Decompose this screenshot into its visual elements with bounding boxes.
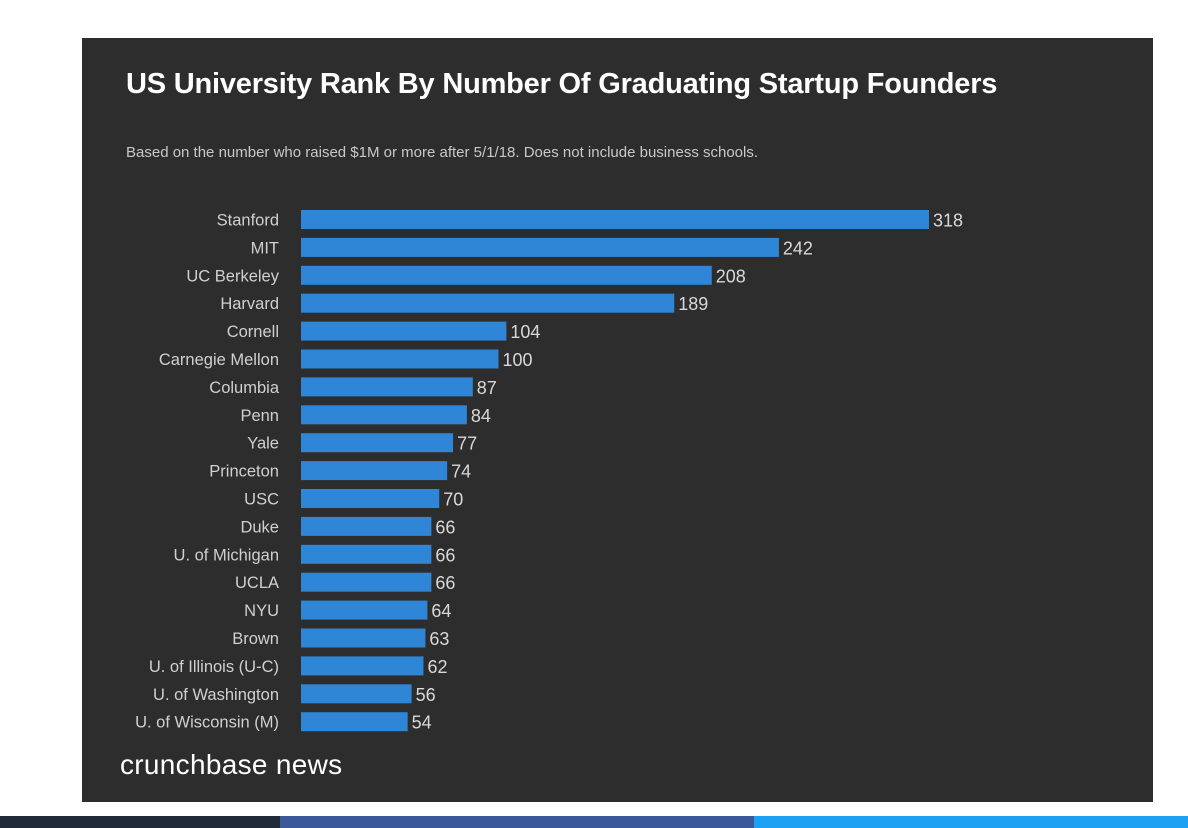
value-label: 62 <box>427 657 447 677</box>
category-label: MIT <box>251 239 279 257</box>
category-label: U. of Illinois (U-C) <box>149 658 279 676</box>
chart-subtitle: Based on the number who raised $1M or mo… <box>126 144 759 161</box>
value-label: 54 <box>412 713 432 733</box>
category-label: Cornell <box>227 323 279 341</box>
category-label: UCLA <box>235 574 279 592</box>
bar <box>301 433 454 453</box>
bar <box>301 321 507 341</box>
strip-segment-dark <box>0 816 280 828</box>
bar <box>301 405 467 425</box>
value-label: 318 <box>933 211 963 231</box>
value-label: 66 <box>435 517 455 537</box>
brand-logo: crunchbase news <box>120 749 343 780</box>
category-label: U. of Washington <box>153 686 279 704</box>
bar <box>301 489 440 508</box>
value-label: 66 <box>435 573 455 593</box>
category-label: Columbia <box>209 379 280 397</box>
category-label: USC <box>244 491 279 509</box>
bottom-share-strip <box>0 816 1188 828</box>
bar <box>301 656 424 676</box>
category-label: UC Berkeley <box>186 267 279 285</box>
bar <box>301 684 412 704</box>
bar <box>301 572 432 592</box>
value-label: 84 <box>471 406 491 426</box>
bar <box>301 516 432 536</box>
value-label: 70 <box>443 490 463 510</box>
value-label: 208 <box>716 266 746 286</box>
bar <box>301 544 432 564</box>
chart-card: US University Rank By Number Of Graduati… <box>82 38 1153 802</box>
category-label: Harvard <box>220 295 279 313</box>
value-label: 104 <box>510 322 540 342</box>
bar <box>301 377 473 397</box>
category-label: NYU <box>244 602 279 620</box>
value-label: 87 <box>477 378 497 398</box>
value-label: 242 <box>783 238 813 258</box>
value-label: 56 <box>416 685 436 705</box>
category-label: Yale <box>247 435 279 453</box>
category-label: Carnegie Mellon <box>159 351 279 369</box>
value-label: 77 <box>457 434 477 454</box>
bar <box>301 293 675 313</box>
value-label: 64 <box>431 601 451 621</box>
bar-chart: Stanford 318 MIT 242 UC Berkeley 208 Harvard 18… <box>135 210 963 733</box>
value-label: 63 <box>429 629 449 649</box>
bar <box>301 461 448 481</box>
bar <box>301 600 428 620</box>
bar <box>301 628 426 648</box>
category-label: U. of Michigan <box>174 546 279 564</box>
bar <box>301 349 499 369</box>
category-label: Duke <box>240 518 279 536</box>
strip-segment-facebook[interactable] <box>280 816 754 828</box>
bar <box>301 210 929 229</box>
bar <box>301 265 712 285</box>
strip-segment-twitter[interactable] <box>754 816 1188 828</box>
category-label: Penn <box>240 407 279 425</box>
chart-title: US University Rank By Number Of Graduati… <box>126 68 998 100</box>
value-label: 74 <box>451 462 471 482</box>
bar <box>301 712 408 732</box>
category-label: Brown <box>232 630 279 648</box>
bar <box>301 237 779 257</box>
category-label: Stanford <box>217 212 279 230</box>
value-label: 66 <box>435 545 455 565</box>
category-label: Princeton <box>209 463 279 481</box>
category-label: U. of Wisconsin (M) <box>135 714 279 732</box>
value-label: 100 <box>502 350 532 370</box>
value-label: 189 <box>678 294 708 314</box>
